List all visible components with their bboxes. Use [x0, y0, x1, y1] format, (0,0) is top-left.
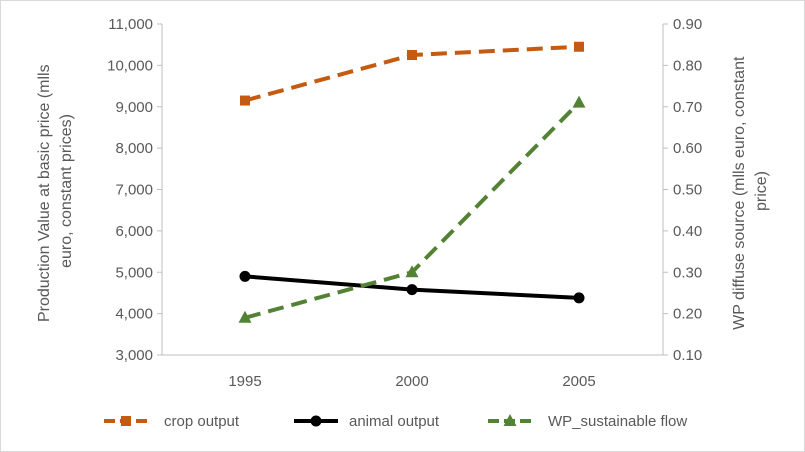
data-point-wp-sustainable-flow: [405, 265, 419, 278]
right-tick-label: 0.20: [673, 306, 702, 323]
data-point-wp-sustainable-flow: [238, 310, 252, 323]
axes: [157, 23, 668, 356]
legend-marker-animal-output: [310, 415, 322, 427]
left-tick-label: 3,000: [115, 347, 153, 364]
left-axis-title: Production Value at basic price (mlls eu…: [36, 60, 75, 322]
tick-labels: 3,000 4,000 5,000 6,000 7,000 8,000 9,000 10,00…: [107, 16, 702, 390]
series-layer: [238, 41, 586, 323]
left-tick-label: 7,000: [115, 182, 153, 199]
left-tick-label: 10,000: [107, 57, 153, 74]
left-tick-label: 5,000: [115, 264, 153, 281]
left-tick-label: 9,000: [115, 99, 153, 116]
x-tick-label: 2005: [562, 373, 595, 390]
data-point-animal-output: [406, 284, 418, 296]
right-tick-label: 0.60: [673, 140, 702, 157]
left-tick-label: 8,000: [115, 140, 153, 157]
right-tick-label: 0.40: [673, 223, 702, 240]
data-point-wp-sustainable-flow: [572, 95, 586, 108]
legend: crop output animal output WP_sustainable f…: [104, 413, 687, 430]
legend-label-crop-output: crop output: [164, 413, 240, 430]
legend-marker-wp-sustainable-flow: [503, 414, 517, 426]
right-tick-label: 0.80: [673, 57, 702, 74]
right-tick-label: 0.90: [673, 16, 702, 33]
right-axis-title: WP diffuse source (mlls euro, constant p…: [731, 52, 770, 330]
right-tick-label: 0.30: [673, 264, 702, 281]
right-tick-label: 0.70: [673, 99, 702, 116]
right-tick-label: 0.10: [673, 347, 702, 364]
data-point-crop-output: [574, 41, 584, 52]
legend-label-wp-sustainable-flow: WP_sustainable flow: [548, 413, 687, 430]
legend-label-animal-output: animal output: [349, 413, 440, 430]
x-tick-label: 1995: [228, 373, 261, 390]
legend-marker-crop-output: [121, 416, 131, 426]
data-point-crop-output: [240, 95, 250, 106]
x-tick-label: 2000: [395, 373, 428, 390]
data-point-animal-output: [573, 292, 585, 304]
left-tick-label: 6,000: [115, 223, 153, 240]
left-tick-label: 4,000: [115, 306, 153, 323]
data-point-animal-output: [239, 270, 251, 282]
right-tick-label: 0.50: [673, 182, 702, 199]
left-tick-label: 11,000: [108, 16, 153, 33]
data-point-crop-output: [407, 50, 417, 61]
